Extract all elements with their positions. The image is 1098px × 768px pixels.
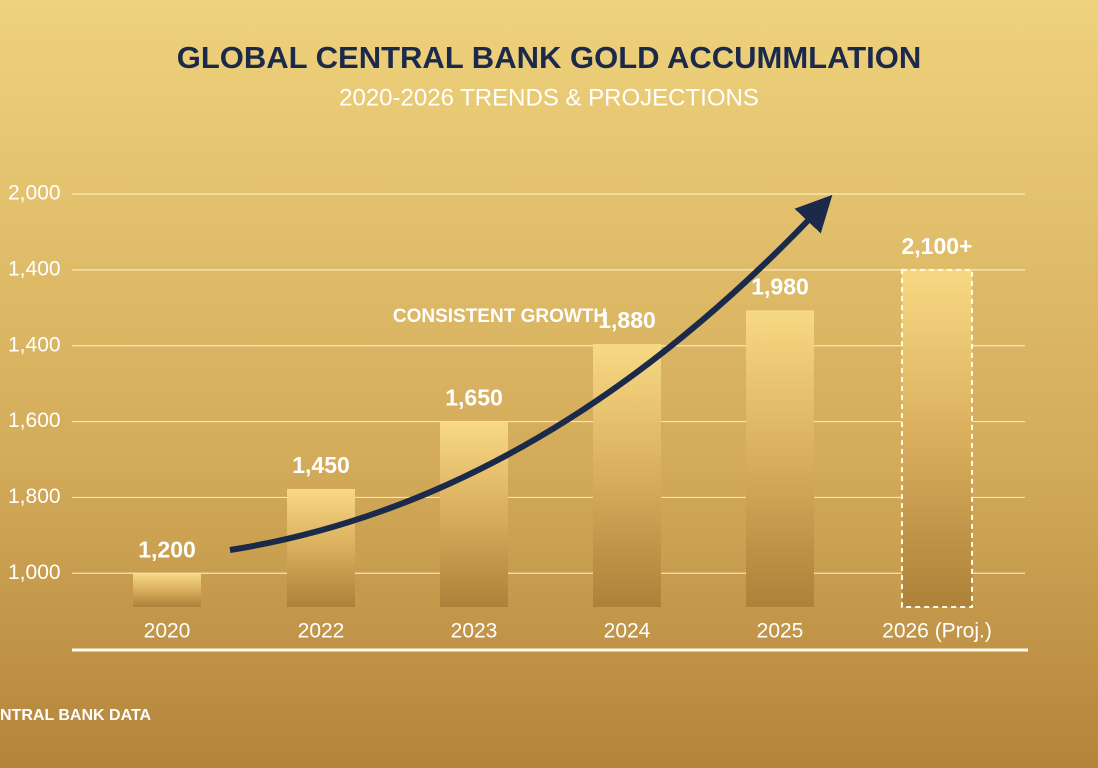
value-label: 1,980 — [751, 273, 809, 299]
x-tick-label: 2026 (Proj.) — [882, 620, 992, 643]
y-tick-label: 1,000 — [8, 561, 61, 584]
value-label: 1,880 — [598, 307, 656, 333]
y-tick-label: 1,800 — [8, 485, 61, 508]
footer: NTRAL BANK DATA — [0, 707, 152, 724]
bar — [287, 489, 355, 607]
chart-subtitle: 2020-2026 TRENDS & PROJECTIONS — [339, 84, 759, 111]
bar — [901, 268, 973, 608]
growth-arrow — [229, 194, 833, 553]
value-label: 1,200 — [138, 536, 196, 562]
y-tick-label: 1,400 — [8, 257, 61, 280]
bar — [440, 421, 508, 607]
x-tick-label: 2020 — [144, 620, 191, 643]
bar — [746, 310, 814, 607]
chart-title: GLOBAL CENTRAL BANK GOLD ACCUMMLATION — [177, 40, 922, 75]
bar — [133, 573, 201, 607]
y-tick-label: 2,000 — [8, 182, 61, 205]
bars: 2020 1,200 2022 1,450 2023 1,650 2024 1,880 2025… — [133, 233, 992, 643]
grid: 1,000 1,800 1,600 1,400 1,400 2,000 — [8, 182, 1025, 584]
bar — [593, 344, 661, 607]
y-tick-label: 1,600 — [8, 409, 61, 432]
value-label: 1,650 — [445, 385, 503, 411]
value-label: 1,450 — [292, 452, 350, 478]
x-tick-label: 2025 — [757, 620, 804, 643]
annotation: CONSISTENT GROWTH — [393, 306, 607, 327]
x-tick-label: 2022 — [298, 620, 345, 643]
value-label: 2,100+ — [902, 233, 973, 259]
y-tick-label: 1,400 — [8, 333, 61, 356]
x-tick-label: 2024 — [604, 620, 651, 643]
x-tick-label: 2023 — [451, 620, 498, 643]
